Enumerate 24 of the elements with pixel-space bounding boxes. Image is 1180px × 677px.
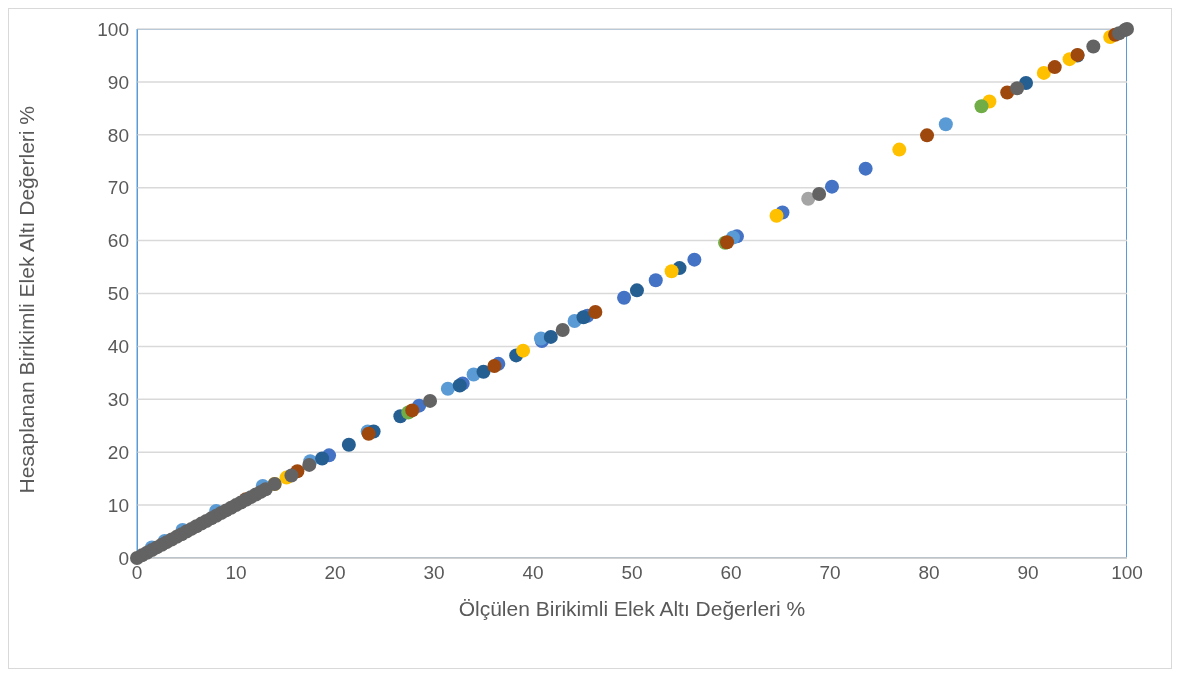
x-axis-title: Ölçülen Birikimli Elek Altı Değerleri % — [458, 597, 806, 620]
x-tick-label: 80 — [918, 562, 940, 584]
x-tick-label: 100 — [1111, 562, 1143, 584]
y-tick-label: 0 — [118, 547, 129, 569]
x-tick-label: 30 — [423, 562, 445, 584]
y-tick-label: 40 — [107, 336, 129, 358]
x-tick-label: 10 — [225, 562, 247, 584]
y-tick-label: 70 — [107, 177, 129, 199]
y-tick-label: 30 — [107, 389, 129, 411]
y-tick-label: 10 — [107, 494, 129, 516]
y-tick-label: 100 — [97, 18, 129, 40]
x-tick-label: 70 — [819, 562, 841, 584]
x-tick-label: 50 — [621, 562, 643, 584]
x-tick-label: 40 — [522, 562, 544, 584]
x-tick-label: 20 — [324, 562, 346, 584]
y-axis-title: Hesaplanan Birikimli Elek Altı Değerleri % — [15, 106, 39, 494]
x-tick-label: 60 — [720, 562, 742, 584]
y-tick-label: 80 — [107, 124, 129, 146]
x-tick-label: 90 — [1017, 562, 1039, 584]
y-tick-label: 90 — [107, 71, 129, 93]
x-tick-label: 0 — [131, 562, 143, 584]
y-tick-label: 20 — [107, 441, 129, 463]
y-tick-label: 50 — [107, 283, 129, 305]
y-tick-label: 60 — [107, 230, 129, 252]
